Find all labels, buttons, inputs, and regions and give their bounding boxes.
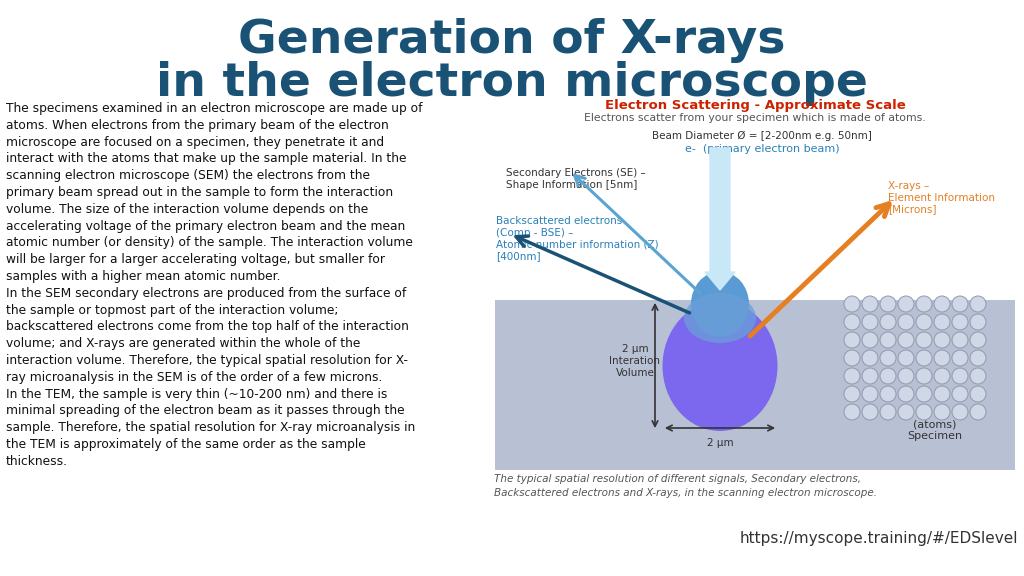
Circle shape [970,368,986,384]
Circle shape [880,350,896,366]
Circle shape [880,332,896,348]
Circle shape [952,332,968,348]
Circle shape [844,404,860,420]
Circle shape [898,404,914,420]
FancyArrow shape [705,148,735,290]
Circle shape [934,404,950,420]
Circle shape [898,332,914,348]
Text: Secondary Electrons (SE) –
Shape Information [5nm]: Secondary Electrons (SE) – Shape Informa… [506,168,646,190]
Circle shape [862,314,878,330]
Circle shape [862,368,878,384]
Circle shape [934,386,950,402]
Text: Beam Diameter Ø = [2-200nm e.g. 50nm]: Beam Diameter Ø = [2-200nm e.g. 50nm] [652,131,872,141]
Circle shape [880,386,896,402]
Text: 2 μm
Interation
Volume: 2 μm Interation Volume [609,344,660,378]
Circle shape [916,332,932,348]
Circle shape [952,404,968,420]
Circle shape [934,368,950,384]
Circle shape [862,296,878,312]
Circle shape [952,350,968,366]
Circle shape [844,350,860,366]
Text: 2 μm: 2 μm [707,438,733,448]
Circle shape [970,350,986,366]
Circle shape [898,350,914,366]
Circle shape [898,314,914,330]
Circle shape [880,314,896,330]
Circle shape [844,314,860,330]
Text: Electrons scatter from your specimen which is made of atoms.: Electrons scatter from your specimen whi… [584,113,926,123]
Circle shape [934,332,950,348]
Text: https://myscope.training/#/EDSlevel: https://myscope.training/#/EDSlevel [739,531,1018,546]
Circle shape [916,386,932,402]
Text: X-rays –
Element Information
[Microns]: X-rays – Element Information [Microns] [888,181,995,214]
Circle shape [952,386,968,402]
Circle shape [916,368,932,384]
Circle shape [952,314,968,330]
Circle shape [934,350,950,366]
Circle shape [862,386,878,402]
Circle shape [970,386,986,402]
Text: Electron Scattering - Approximate Scale: Electron Scattering - Approximate Scale [604,99,905,112]
Circle shape [898,296,914,312]
Text: e-  (primary electron beam): e- (primary electron beam) [685,144,840,154]
Bar [495,300,1015,470]
Circle shape [844,386,860,402]
Text: in the electron microscope: in the electron microscope [156,61,868,106]
Circle shape [916,350,932,366]
Text: The specimens examined in an electron microscope are made up of
atoms. When elec: The specimens examined in an electron mi… [6,102,423,468]
Circle shape [862,332,878,348]
Circle shape [970,404,986,420]
Circle shape [952,368,968,384]
Ellipse shape [684,293,756,343]
Circle shape [952,296,968,312]
Circle shape [934,314,950,330]
Circle shape [862,350,878,366]
Text: The typical spatial resolution of different signals, Secondary electrons,
Backsc: The typical spatial resolution of differ… [494,474,877,498]
Circle shape [880,296,896,312]
Circle shape [898,386,914,402]
Circle shape [898,368,914,384]
Circle shape [880,368,896,384]
Text: Generation of X-rays: Generation of X-rays [239,18,785,63]
Circle shape [970,314,986,330]
Circle shape [862,404,878,420]
Ellipse shape [691,271,749,336]
Circle shape [916,296,932,312]
Text: Backscattered electrons
(Comp - BSE) –
Atomic number information (Z)
[400nm]: Backscattered electrons (Comp - BSE) – A… [496,216,658,261]
Circle shape [844,332,860,348]
Circle shape [844,368,860,384]
Circle shape [880,404,896,420]
Circle shape [844,296,860,312]
Circle shape [970,332,986,348]
Ellipse shape [663,301,777,431]
Circle shape [916,404,932,420]
Circle shape [970,296,986,312]
Circle shape [916,314,932,330]
Circle shape [934,296,950,312]
Text: (atoms)
Specimen: (atoms) Specimen [907,419,963,441]
